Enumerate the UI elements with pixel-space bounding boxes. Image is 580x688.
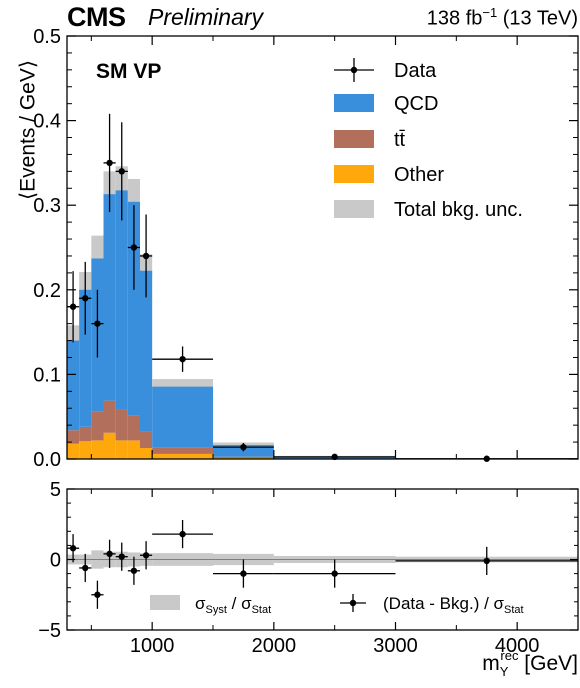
ratio-point-3	[106, 550, 113, 558]
ratio-point-9	[331, 570, 338, 577]
top-ytick-label-5: 0.5	[33, 26, 61, 48]
legend-qcd-label: QCD	[394, 93, 438, 115]
legend-other-swatch	[334, 165, 374, 183]
qcd-bar-6	[140, 270, 153, 432]
data-point-2	[94, 320, 101, 327]
qcd-bar-5	[127, 201, 140, 416]
top-ytick-label-4: 0.4	[33, 111, 61, 133]
top-panel: 0.0 0.1 0.2 0.3 0.4 0.5 SM VP Data QCD tt̄ Other To…	[33, 26, 579, 471]
ttbar-bar-0	[67, 430, 80, 444]
top-ytick-label-3: 0.3	[33, 195, 61, 217]
data-point-3	[106, 159, 113, 167]
other-bar-5	[127, 440, 140, 459]
other-bar-3	[103, 432, 116, 459]
data-point-4	[118, 168, 125, 175]
data-point-8	[240, 443, 247, 451]
x-axis-label: mYrec [GeV]	[482, 648, 578, 679]
ttbar-bar-2	[91, 411, 104, 441]
top-ytick-label-1: 0.1	[33, 364, 61, 386]
legend-other-label: Other	[394, 164, 444, 186]
energy-label: (13 TeV)	[502, 7, 578, 30]
cms-logo: CMS	[67, 2, 126, 32]
ratio-point-7	[179, 530, 186, 538]
ratio-xtick-label-3: 4000	[495, 635, 540, 657]
lumi-exponent: −1	[482, 5, 498, 20]
ratio-legend-data-marker	[349, 599, 357, 607]
x-axis-unit: [GeV]	[524, 652, 578, 675]
x-axis-label-main: m	[482, 652, 500, 675]
legend-data-label: Data	[394, 60, 437, 82]
ratio-point-10	[483, 557, 490, 565]
ttbar-bar-4	[115, 409, 128, 441]
legend-unc-label: Total bkg. unc.	[394, 199, 523, 221]
data-point-7	[179, 355, 186, 363]
ratio-ytick-label-1: 0	[50, 550, 61, 572]
other-bar-1	[79, 441, 92, 459]
ratio-point-8	[240, 570, 247, 577]
qcd-bar-7	[152, 386, 213, 448]
other-bar-7	[152, 453, 213, 459]
legend-data-marker	[350, 66, 358, 74]
other-bar-0	[67, 443, 80, 459]
ttbar-bar-5	[127, 415, 140, 441]
ratio-legend-syst-swatch	[150, 595, 180, 610]
other-bar-2	[91, 440, 104, 459]
ratio-point-1	[82, 564, 89, 572]
qcd-bar-3	[103, 194, 116, 401]
unc-band-7	[152, 379, 213, 390]
other-bar-6	[140, 448, 153, 459]
ttbar-bar-1	[79, 426, 92, 442]
ratio-point-6	[142, 552, 150, 559]
ratio-legend-data-label: (Data - Bkg.) / σStat	[383, 594, 524, 616]
top-axes-frame	[66, 35, 579, 460]
ttbar-bar-6	[140, 431, 153, 449]
ratio-point-2	[94, 591, 101, 598]
x-axis-label-sub: Y	[499, 664, 509, 679]
ratio-ytick-label-0: −5	[38, 620, 61, 642]
ratio-xtick-label-0: 1000	[130, 635, 175, 657]
ratio-ytick-label-2: 5	[50, 479, 61, 501]
ttbar-bar-8	[213, 456, 274, 458]
qcd-bar-1	[79, 289, 92, 427]
qcd-bar-0	[67, 340, 80, 431]
x-axis-label-sup: rec	[500, 648, 519, 663]
ratio-point-4	[118, 553, 125, 560]
ratio-point-5	[130, 567, 138, 574]
ratio-panel: 1000 2000 3000 4000 −5 0 5 σSyst / σStat (Data -…	[38, 479, 579, 657]
luminosity-label: 138 fb−1 (13 TeV)	[427, 5, 578, 31]
ratio-legend-syst-label: σSyst / σStat	[195, 594, 271, 616]
legend-ttbar-label: tt̄	[394, 129, 406, 151]
other-bar-4	[115, 440, 128, 459]
data-point-5	[130, 244, 138, 251]
data-point-1	[82, 295, 89, 302]
ttbar-bar-3	[103, 400, 116, 433]
legend-unc-swatch	[334, 200, 374, 218]
legend-ttbar-swatch	[334, 130, 374, 148]
top-ytick-label-0: 0.0	[33, 449, 61, 471]
preliminary-label: Preliminary	[148, 4, 264, 30]
ratio-point-0	[69, 545, 77, 552]
qcd-bar-4	[115, 190, 128, 410]
top-ytick-label-2: 0.2	[33, 280, 61, 302]
category-label: SM VP	[96, 60, 161, 83]
ttbar-bar-7	[152, 447, 213, 454]
legend-qcd-swatch	[334, 94, 374, 112]
lumi-value: 138 fb	[426, 7, 483, 30]
ratio-xtick-label-2: 3000	[373, 635, 418, 657]
ratio-xtick-label-1: 2000	[252, 635, 297, 657]
data-point-6	[142, 252, 150, 260]
data-point-0	[69, 303, 77, 310]
